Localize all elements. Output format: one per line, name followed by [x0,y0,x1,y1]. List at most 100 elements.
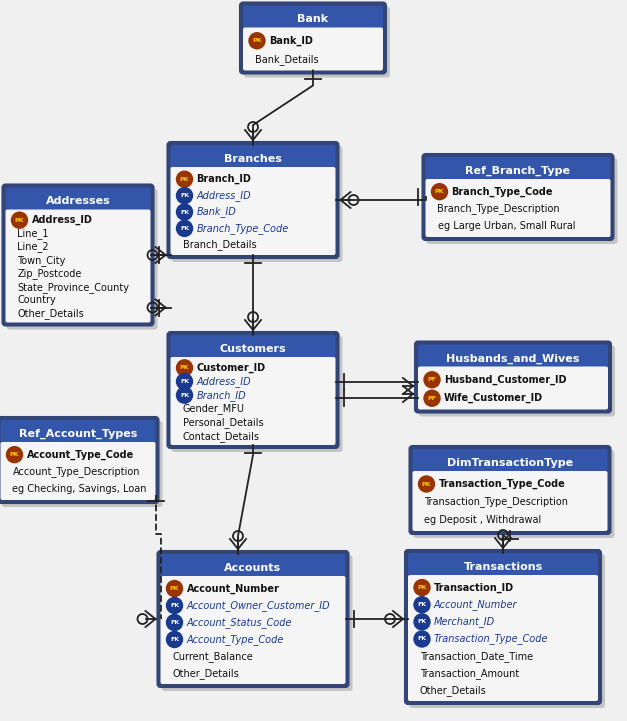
Text: Address_ID: Address_ID [196,190,251,201]
Circle shape [414,580,430,596]
Text: Bank_ID: Bank_ID [269,35,313,46]
Text: Town_City: Town_City [18,255,66,266]
Text: Address_ID: Address_ID [196,376,251,387]
FancyBboxPatch shape [6,188,157,329]
Text: Zip_Postcode: Zip_Postcode [18,268,82,279]
Text: FK: FK [180,393,189,398]
FancyBboxPatch shape [171,357,335,445]
Circle shape [424,390,440,406]
FancyBboxPatch shape [408,553,598,579]
Text: Other_Details: Other_Details [420,685,487,696]
Circle shape [176,204,192,220]
Text: Other_Details: Other_Details [18,309,84,319]
Text: Country: Country [18,296,56,306]
FancyBboxPatch shape [171,335,335,361]
Text: Bank_ID: Bank_ID [196,206,236,218]
Text: Transaction_Date_Time: Transaction_Date_Time [420,650,533,662]
Text: Account_Number: Account_Number [434,599,517,610]
Text: PK: PK [15,218,24,223]
Text: PF: PF [428,377,436,382]
Text: State_Province_County: State_Province_County [18,282,130,293]
Text: Gender_MFU: Gender_MFU [182,403,245,415]
Text: FK: FK [180,379,189,384]
Circle shape [176,221,192,236]
Text: Branches: Branches [224,154,282,164]
FancyBboxPatch shape [162,555,352,691]
Text: Account_Type_Code: Account_Type_Code [186,634,284,645]
FancyBboxPatch shape [419,345,615,417]
Text: FK: FK [418,637,426,642]
Text: FK: FK [180,193,189,198]
FancyBboxPatch shape [161,576,345,684]
Text: Customer_ID: Customer_ID [196,363,266,373]
FancyBboxPatch shape [243,6,383,32]
Text: FK: FK [170,603,179,608]
Circle shape [176,373,192,389]
Circle shape [176,171,192,187]
Text: Transaction_Type_Code: Transaction_Type_Code [438,479,566,489]
Text: Ref_Account_Types: Ref_Account_Types [19,429,137,439]
Text: Account_Status_Code: Account_Status_Code [186,617,292,628]
Circle shape [424,372,440,388]
FancyBboxPatch shape [0,417,159,503]
FancyBboxPatch shape [6,187,150,213]
FancyBboxPatch shape [413,471,608,531]
Circle shape [6,447,23,463]
FancyBboxPatch shape [1,421,162,507]
Text: Branch_Details: Branch_Details [182,239,256,250]
Text: Current_Balance: Current_Balance [172,651,253,662]
Text: PK: PK [435,189,445,194]
Circle shape [167,632,182,647]
FancyBboxPatch shape [426,157,611,183]
FancyBboxPatch shape [409,446,611,534]
Text: Transaction_Amount: Transaction_Amount [420,668,519,678]
Text: Account_Type_Description: Account_Type_Description [13,466,140,477]
FancyBboxPatch shape [172,336,342,452]
Text: PK: PK [252,38,261,43]
Text: Husband_Customer_ID: Husband_Customer_ID [444,375,567,385]
Text: DimTransactionType: DimTransactionType [447,458,573,468]
FancyBboxPatch shape [415,342,611,412]
FancyBboxPatch shape [243,27,383,71]
Text: FK: FK [418,619,426,624]
Text: Other_Details: Other_Details [172,668,240,679]
FancyBboxPatch shape [171,167,335,255]
Circle shape [176,360,192,376]
Text: PK: PK [417,585,427,590]
Circle shape [167,598,182,614]
Circle shape [167,614,182,630]
FancyBboxPatch shape [409,554,605,708]
FancyBboxPatch shape [240,2,386,74]
Text: Address_ID: Address_ID [31,215,92,226]
Text: Transaction_Type_Code: Transaction_Type_Code [434,634,549,645]
FancyBboxPatch shape [408,575,598,701]
Circle shape [176,187,192,203]
Text: Contact_Details: Contact_Details [182,430,260,442]
Text: Personal_Details: Personal_Details [182,417,263,428]
FancyBboxPatch shape [426,158,618,244]
Text: Line_2: Line_2 [18,242,49,252]
Text: PK: PK [170,586,179,591]
Text: Branch_Type_Code: Branch_Type_Code [196,223,289,234]
Text: PF: PF [428,396,436,401]
Circle shape [414,597,430,613]
Text: Branch_Type_Code: Branch_Type_Code [451,187,553,197]
Circle shape [414,631,430,647]
Text: Bank: Bank [297,14,329,25]
Text: Account_Type_Code: Account_Type_Code [26,449,134,460]
FancyBboxPatch shape [413,449,608,475]
Text: Accounts: Accounts [224,563,282,573]
FancyBboxPatch shape [161,554,345,580]
FancyBboxPatch shape [244,6,390,77]
Text: PK: PK [180,366,189,371]
Text: Husbands_and_Wives: Husbands_and_Wives [446,353,580,363]
FancyBboxPatch shape [3,185,154,325]
Text: Wife_Customer_ID: Wife_Customer_ID [444,393,543,403]
Circle shape [414,614,430,630]
FancyBboxPatch shape [167,332,339,448]
FancyBboxPatch shape [167,142,339,258]
FancyBboxPatch shape [413,450,614,538]
Text: FK: FK [180,226,189,231]
FancyBboxPatch shape [405,550,601,704]
Text: eg Large Urban, Small Rural: eg Large Urban, Small Rural [438,221,575,231]
